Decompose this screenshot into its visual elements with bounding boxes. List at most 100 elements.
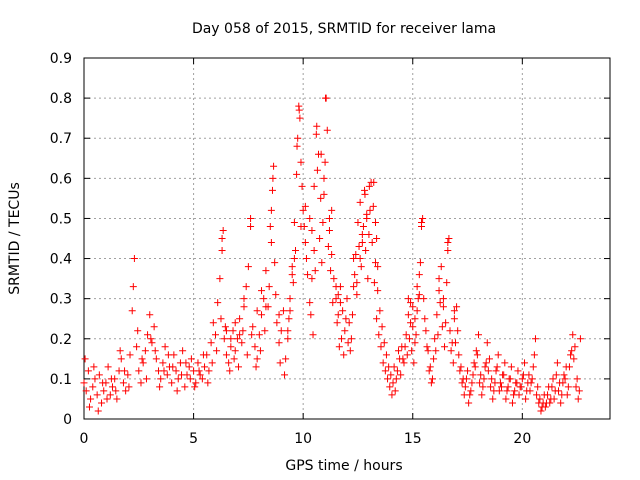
data-point — [492, 367, 500, 375]
data-point — [124, 371, 132, 379]
y-axis-label: SRMTID / TECUs — [7, 182, 23, 295]
data-point — [413, 283, 421, 291]
data-point — [572, 383, 580, 391]
data-point — [389, 379, 397, 387]
data-point — [133, 343, 141, 351]
data-point — [150, 323, 158, 331]
data-point — [144, 331, 152, 339]
data-point — [291, 247, 299, 255]
data-point — [348, 311, 356, 319]
y-tick-label: 0.1 — [50, 372, 72, 388]
data-point — [498, 383, 506, 391]
y-tick-label: 0.6 — [50, 171, 72, 187]
data-point — [530, 351, 538, 359]
data-point — [453, 303, 461, 311]
data-point — [502, 395, 510, 403]
data-point — [179, 347, 187, 355]
data-point — [561, 375, 569, 383]
chart-title: Day 058 of 2015, SRMTID for receiver lam… — [192, 21, 496, 37]
data-point — [161, 343, 169, 351]
data-point — [374, 287, 382, 295]
data-point — [494, 351, 502, 359]
data-point — [422, 327, 430, 335]
data-point — [356, 198, 364, 206]
data-point — [139, 359, 147, 367]
data-point — [352, 251, 360, 259]
data-point — [113, 395, 121, 403]
data-point — [373, 235, 381, 242]
data-point — [481, 363, 489, 371]
data-point — [286, 295, 294, 303]
x-tick-label: 15 — [404, 431, 422, 447]
data-point — [227, 343, 235, 351]
axis-ticks: 0 0.1 0.2 0.3 0.4 0.5 0.6 0.7 0.8 0.9 0 5 10 15 20 — [50, 51, 610, 447]
data-point — [432, 347, 440, 355]
data-point — [251, 343, 259, 351]
data-point — [356, 255, 364, 263]
data-point — [508, 399, 516, 407]
data-point — [405, 335, 413, 343]
data-point — [330, 275, 338, 283]
data-point — [412, 331, 420, 339]
data-point — [534, 383, 542, 391]
data-point — [427, 379, 435, 387]
data-point — [472, 347, 480, 355]
data-point — [227, 335, 235, 343]
data-point — [477, 371, 485, 379]
data-point — [488, 375, 496, 383]
data-point — [236, 331, 244, 339]
data-point — [226, 367, 234, 375]
data-point — [271, 259, 279, 267]
data-point — [493, 363, 501, 371]
data-point — [428, 375, 436, 383]
data-point — [414, 295, 422, 303]
data-point — [129, 283, 137, 291]
data-point — [286, 307, 294, 315]
y-tick-label: 0.7 — [50, 131, 72, 147]
data-point — [436, 299, 444, 307]
data-point — [338, 335, 346, 343]
data-point — [235, 363, 243, 371]
data-point — [99, 379, 107, 387]
data-point — [169, 363, 177, 371]
data-point — [353, 279, 361, 287]
data-point — [240, 295, 248, 303]
data-point — [449, 359, 457, 367]
data-point — [378, 323, 386, 331]
data-point — [409, 323, 417, 331]
data-point — [439, 303, 447, 311]
data-point — [222, 327, 230, 335]
data-point — [550, 395, 558, 403]
data-point — [363, 214, 371, 222]
data-point — [94, 407, 102, 415]
data-point — [529, 363, 537, 371]
data-point — [275, 311, 283, 319]
data-point — [195, 367, 203, 375]
data-point — [411, 315, 419, 323]
data-point — [128, 307, 136, 315]
data-point — [216, 275, 224, 283]
data-point — [267, 239, 275, 247]
data-point — [87, 395, 95, 403]
data-point — [295, 106, 303, 114]
data-point — [485, 355, 493, 363]
data-point — [479, 383, 487, 391]
data-point — [299, 206, 307, 214]
data-point — [445, 235, 453, 242]
data-point — [444, 239, 452, 247]
data-point — [320, 190, 328, 198]
data-point — [284, 335, 292, 343]
data-point — [134, 327, 142, 335]
x-tick-label: 5 — [189, 431, 198, 447]
data-point — [313, 166, 321, 174]
data-point — [392, 375, 400, 383]
data-point — [415, 271, 423, 279]
data-point — [571, 343, 579, 351]
data-point — [152, 355, 160, 363]
data-point — [268, 186, 276, 194]
data-point — [404, 295, 412, 303]
data-point — [317, 194, 325, 202]
data-point — [563, 391, 571, 399]
data-point — [413, 307, 421, 315]
data-point — [484, 367, 492, 375]
